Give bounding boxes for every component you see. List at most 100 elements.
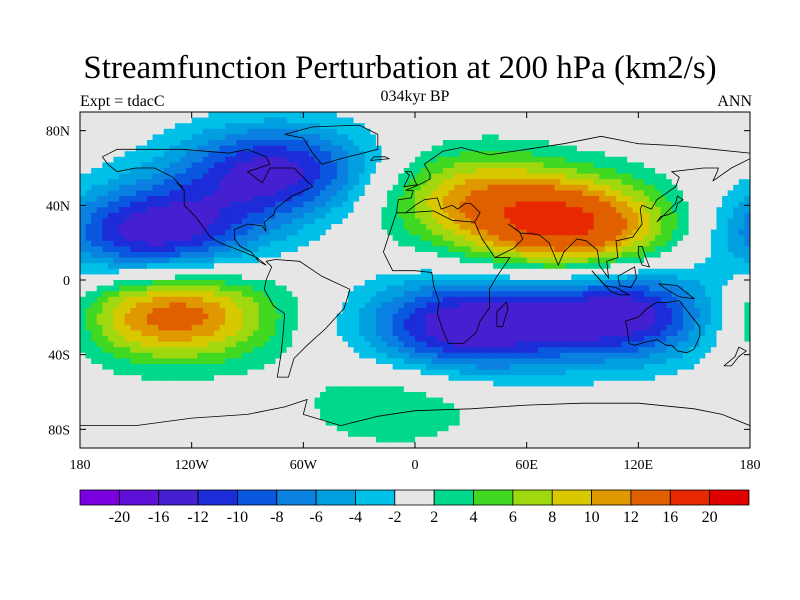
field-cell — [230, 190, 237, 197]
field-cell — [174, 246, 182, 253]
field-cell — [649, 308, 656, 315]
field-cell — [325, 291, 332, 298]
field-cell — [331, 179, 338, 186]
field-cell — [96, 218, 103, 225]
field-cell — [353, 263, 360, 270]
field-cell — [710, 330, 718, 337]
field-cell — [180, 246, 187, 253]
field-cell — [169, 308, 176, 315]
field-cell — [96, 140, 103, 147]
field-cell — [582, 201, 589, 208]
field-cell — [705, 207, 712, 214]
field-cell — [308, 218, 316, 225]
field-cell — [107, 240, 115, 247]
field-cell — [180, 123, 187, 130]
field-cell — [582, 324, 589, 331]
field-cell — [498, 296, 505, 303]
field-cell — [448, 302, 455, 309]
field-cell — [431, 179, 438, 186]
field-cell — [733, 296, 740, 303]
field-cell — [632, 162, 639, 169]
field-cell — [493, 229, 500, 236]
field-cell — [638, 224, 645, 231]
field-cell — [560, 229, 567, 236]
field-cell — [610, 179, 617, 186]
field-cell — [102, 156, 109, 163]
field-cell — [638, 285, 645, 292]
field-cell — [526, 336, 533, 343]
field-cell — [454, 235, 461, 242]
field-cell — [621, 268, 628, 275]
field-cell — [705, 324, 712, 331]
field-cell — [398, 218, 405, 225]
field-cell — [331, 252, 338, 259]
field-cell — [649, 257, 656, 264]
field-cell — [565, 156, 572, 163]
field-cell — [275, 134, 282, 141]
field-cell — [705, 224, 712, 231]
field-cell — [392, 190, 399, 197]
field-cell — [616, 296, 623, 303]
field-cell — [297, 140, 304, 147]
field-cell — [671, 324, 679, 331]
field-cell — [454, 229, 461, 236]
field-cell — [113, 296, 120, 303]
field-cell — [336, 341, 344, 348]
field-cell — [738, 123, 746, 130]
field-cell — [375, 235, 383, 242]
field-cell — [375, 179, 383, 186]
field-cell — [124, 145, 131, 152]
field-cell — [694, 140, 701, 147]
field-cell — [571, 246, 578, 253]
field-cell — [297, 291, 304, 298]
field-cell — [660, 190, 667, 197]
field-cell — [733, 268, 740, 275]
field-cell — [163, 168, 170, 175]
field-cell — [353, 330, 360, 337]
field-cell — [113, 341, 120, 348]
field-cell — [694, 257, 701, 264]
field-cell — [91, 252, 98, 259]
field-cell — [733, 128, 740, 135]
field-cell — [744, 123, 750, 130]
field-cell — [387, 246, 394, 253]
field-cell — [649, 184, 656, 191]
field-cell — [225, 291, 232, 298]
field-cell — [604, 313, 612, 320]
field-cell — [403, 224, 411, 231]
field-cell — [599, 190, 606, 197]
field-cell — [537, 257, 545, 264]
field-cell — [286, 291, 293, 298]
field-cell — [688, 274, 695, 281]
field-cell — [258, 341, 265, 348]
field-cell — [124, 168, 131, 175]
field-cell — [281, 156, 288, 163]
field-cell — [158, 145, 165, 152]
field-cell — [241, 240, 249, 247]
field-cell — [649, 156, 656, 163]
field-cell — [342, 207, 349, 214]
field-cell — [588, 190, 595, 197]
field-cell — [409, 324, 416, 331]
field-cell — [571, 268, 578, 275]
field-cell — [96, 134, 103, 141]
field-cell — [353, 240, 360, 247]
field-cell — [320, 151, 327, 158]
field-cell — [426, 240, 433, 247]
field-cell — [554, 280, 561, 287]
field-cell — [124, 246, 131, 253]
field-cell — [733, 280, 740, 287]
field-cell — [191, 156, 198, 163]
field-cell — [191, 252, 198, 259]
field-cell — [180, 212, 187, 219]
field-cell — [465, 274, 472, 281]
field-cell — [482, 224, 489, 231]
field-cell — [593, 235, 600, 242]
field-cell — [191, 190, 198, 197]
field-cell — [649, 162, 656, 169]
field-cell — [353, 179, 360, 186]
field-cell — [147, 212, 154, 219]
field-cell — [616, 285, 623, 292]
field-cell — [660, 336, 667, 343]
field-cell — [420, 207, 427, 214]
